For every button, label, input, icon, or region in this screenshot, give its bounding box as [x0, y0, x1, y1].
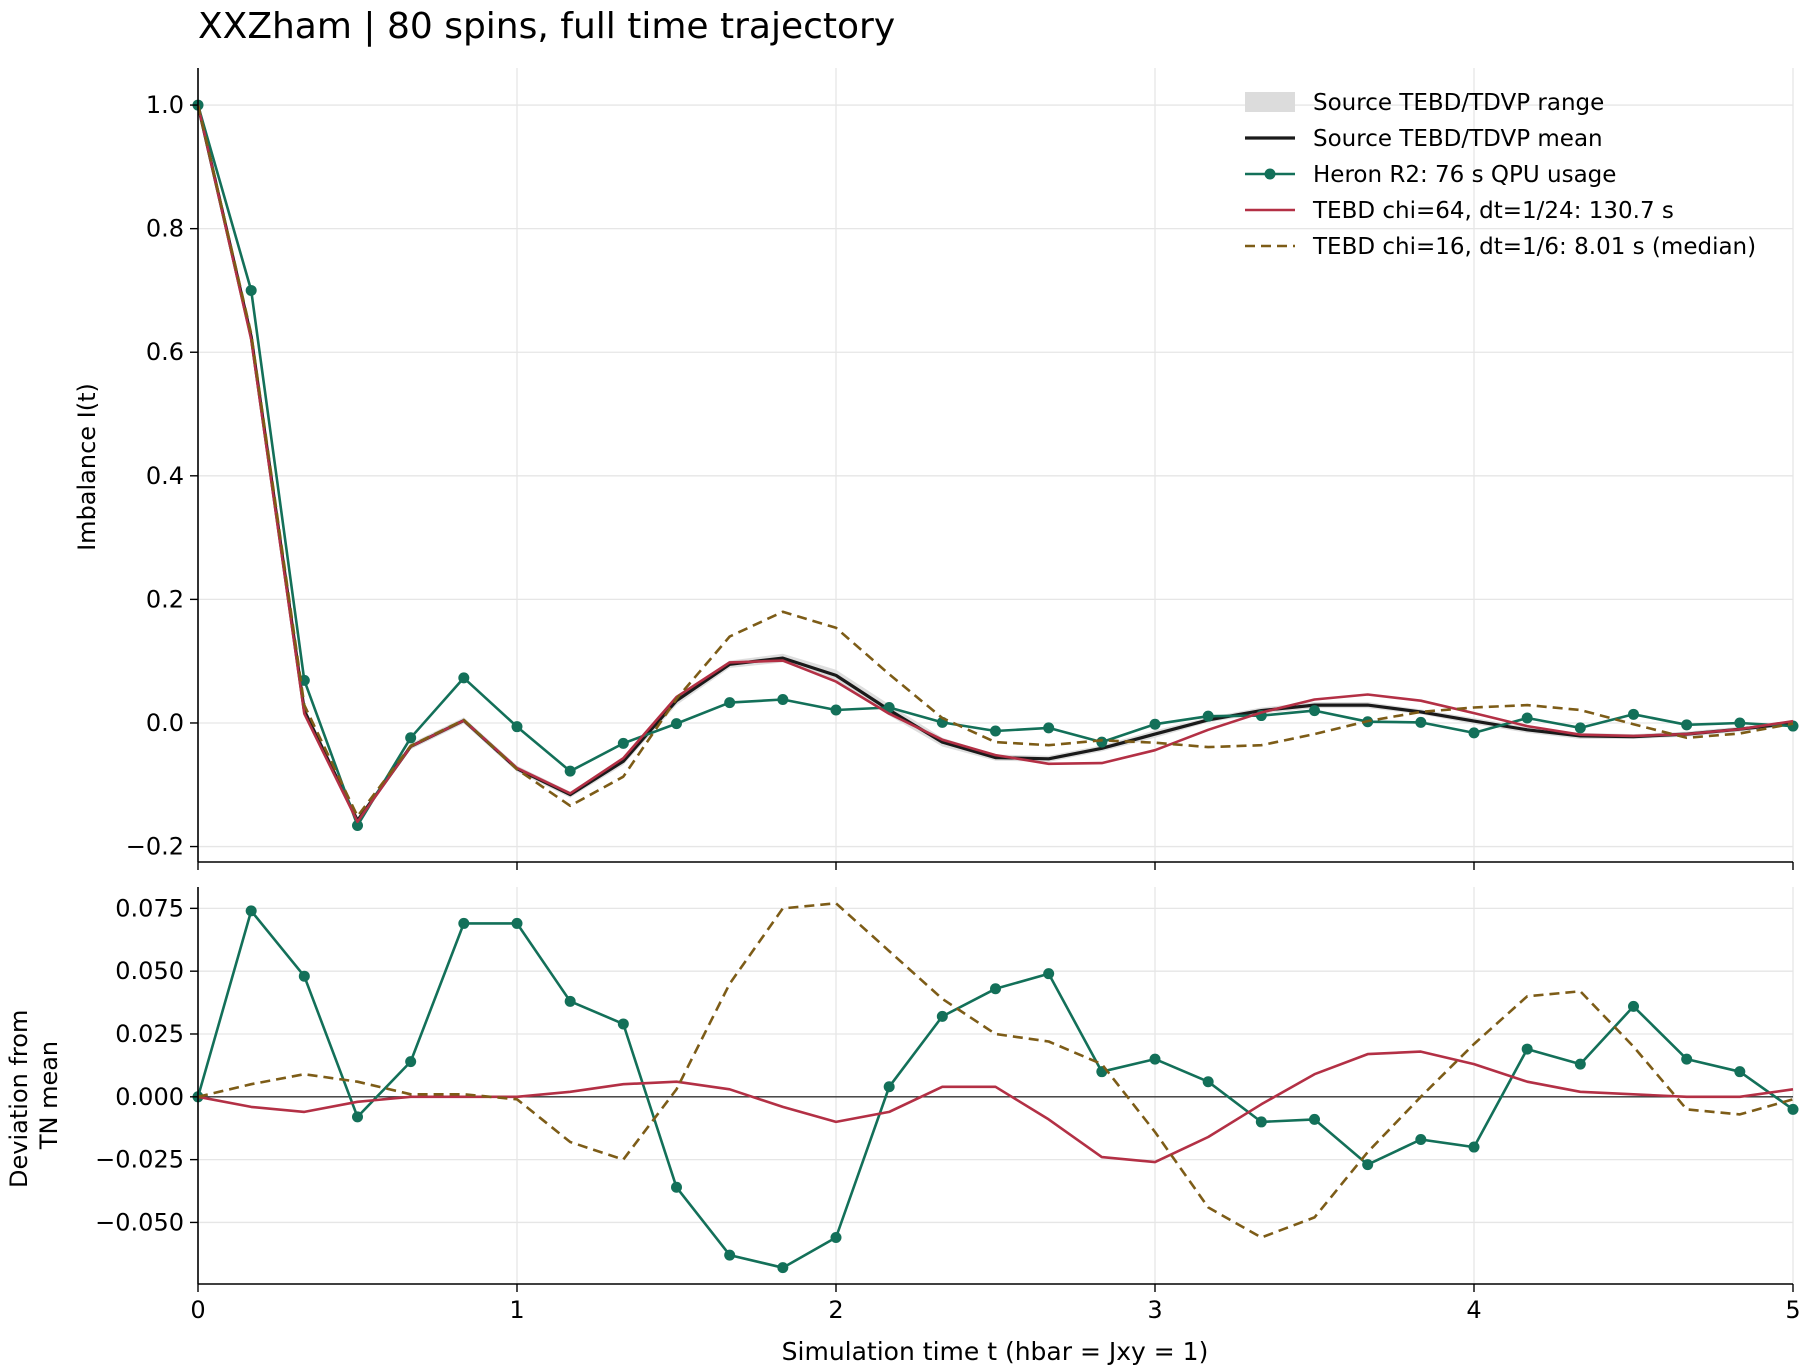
imbalance-axes: −0.2 0.0 0.2 0.4 0.6 0.8 1.0	[126, 68, 1794, 870]
deviation-point-heron-r2-76-s-qpu-usage	[990, 983, 1001, 995]
imbalance-point-heron-r2-76-s-qpu-usage	[617, 737, 629, 749]
deviation-point-heron-r2-76-s-qpu-usage	[883, 1081, 895, 1093]
imbalance-y-tick-label: 1.0	[146, 91, 184, 119]
deviation-point-heron-r2-76-s-qpu-usage	[1362, 1159, 1374, 1171]
deviation-point-heron-r2-76-s-qpu-usage	[1628, 1000, 1639, 1012]
deviation-point-heron-r2-76-s-qpu-usage	[1787, 1103, 1799, 1115]
deviation-y-tick-label: 0.075	[115, 894, 184, 922]
imbalance-point-heron-r2-76-s-qpu-usage	[724, 697, 736, 709]
imbalance-point-heron-r2-76-s-qpu-usage	[1149, 718, 1161, 730]
deviation-y-tick-label: 0.000	[115, 1083, 184, 1111]
imbalance-point-heron-r2-76-s-qpu-usage	[352, 820, 363, 832]
imbalance-y-axis-label: Imbalance I(t)	[73, 383, 101, 551]
imbalance-point-heron-r2-76-s-qpu-usage	[990, 725, 1001, 737]
deviation-point-heron-r2-76-s-qpu-usage	[1468, 1141, 1480, 1153]
deviation-point-heron-r2-76-s-qpu-usage	[564, 995, 576, 1007]
deviation-point-heron-r2-76-s-qpu-usage	[936, 1010, 948, 1022]
chart-title: XXZham | 80 spins, full time trajectory	[198, 6, 895, 47]
deviation-point-heron-r2-76-s-qpu-usage	[511, 917, 523, 929]
deviation-y-tick-label: −0.025	[95, 1146, 184, 1174]
deviation-y-tick-label: 0.025	[115, 1020, 184, 1048]
deviation-point-heron-r2-76-s-qpu-usage	[1734, 1066, 1746, 1078]
deviation-y-axis-label-line-1: Deviation from	[5, 1010, 33, 1188]
imbalance-point-heron-r2-76-s-qpu-usage	[671, 718, 682, 730]
deviation-y-tick-label: 0.050	[115, 957, 184, 985]
deviation-point-heron-r2-76-s-qpu-usage	[1574, 1058, 1586, 1070]
imbalance-point-heron-r2-76-s-qpu-usage	[1521, 712, 1533, 724]
deviation-point-heron-r2-76-s-qpu-usage	[1309, 1113, 1320, 1125]
deviation-point-heron-r2-76-s-qpu-usage	[777, 1262, 789, 1274]
deviation-point-heron-r2-76-s-qpu-usage	[1681, 1053, 1693, 1065]
imbalance-point-heron-r2-76-s-qpu-usage	[883, 702, 895, 714]
deviation-y-axis-label: Deviation from TN mean	[5, 1002, 63, 1188]
imbalance-y-tick-label: 0.4	[146, 462, 184, 490]
legend-swatch-source-tebd-tdvp-range	[1245, 92, 1295, 112]
imbalance-series-tebd-chi-16-dt-1-6-8-01-s-median	[196, 104, 1794, 818]
imbalance-point-heron-r2-76-s-qpu-usage	[1415, 716, 1427, 728]
imbalance-point-heron-r2-76-s-qpu-usage	[830, 704, 842, 716]
deviation-series-group	[192, 901, 1799, 1274]
deviation-x-tick-label: 3	[1147, 1296, 1162, 1324]
imbalance-point-heron-r2-76-s-qpu-usage	[777, 693, 789, 705]
deviation-x-tick-label: 1	[509, 1296, 524, 1324]
legend-label-source-tebd-tdvp-mean: Source TEBD/TDVP mean	[1313, 126, 1603, 152]
imbalance-point-heron-r2-76-s-qpu-usage	[1734, 717, 1746, 729]
deviation-panel: −0.050 −0.025 0.000 0.025 0.050 0.075 0 1 2 3 4 5 D…	[5, 887, 1800, 1324]
imbalance-series-group	[192, 99, 1799, 832]
deviation-series-tebd-chi-16-dt-1-6-8-01-s-median	[197, 901, 1794, 1239]
deviation-point-heron-r2-76-s-qpu-usage	[245, 905, 257, 917]
imbalance-point-heron-r2-76-s-qpu-usage	[245, 284, 257, 296]
deviation-series-tebd-chi-64-dt-1-24-130-7-s	[197, 1050, 1794, 1164]
deviation-y-tick-label: −0.050	[95, 1208, 184, 1236]
deviation-point-heron-r2-76-s-qpu-usage	[458, 917, 470, 929]
deviation-x-tick-label: 5	[1785, 1296, 1800, 1324]
deviation-axes: −0.050 −0.025 0.000 0.025 0.050 0.075 0 1 2 3 4 5	[95, 887, 1800, 1324]
imbalance-point-heron-r2-76-s-qpu-usage	[458, 672, 470, 684]
x-axis-label: Simulation time t (hbar = Jxy = 1)	[782, 1337, 1209, 1366]
deviation-y-axis-label-line-2: TN mean	[35, 1041, 63, 1150]
imbalance-y-tick-label: 0.0	[146, 709, 184, 737]
deviation-point-heron-r2-76-s-qpu-usage	[671, 1181, 682, 1193]
deviation-point-heron-r2-76-s-qpu-usage	[405, 1056, 417, 1068]
imbalance-point-heron-r2-76-s-qpu-usage	[1468, 727, 1480, 739]
deviation-point-heron-r2-76-s-qpu-usage	[830, 1232, 842, 1244]
deviation-point-heron-r2-76-s-qpu-usage	[298, 970, 310, 982]
imbalance-y-tick-label: 0.8	[146, 215, 184, 243]
deviation-point-heron-r2-76-s-qpu-usage	[1415, 1134, 1427, 1146]
deviation-point-heron-r2-76-s-qpu-usage	[1149, 1053, 1161, 1065]
deviation-point-heron-r2-76-s-qpu-usage	[1202, 1076, 1214, 1088]
imbalance-point-heron-r2-76-s-qpu-usage	[1681, 719, 1693, 731]
deviation-point-heron-r2-76-s-qpu-usage	[1255, 1116, 1267, 1128]
deviation-x-tick-label: 2	[828, 1296, 843, 1324]
deviation-point-heron-r2-76-s-qpu-usage	[1043, 968, 1055, 980]
imbalance-point-heron-r2-76-s-qpu-usage	[1096, 736, 1108, 748]
deviation-point-heron-r2-76-s-qpu-usage	[724, 1249, 736, 1261]
legend-marker-heron-r2-76-s-qpu-usage	[1264, 168, 1276, 180]
imbalance-point-heron-r2-76-s-qpu-usage	[1628, 708, 1639, 720]
deviation-point-heron-r2-76-s-qpu-usage	[352, 1111, 363, 1123]
legend: Source TEBD/TDVP range Source TEBD/TDVP m…	[1245, 90, 1756, 260]
imbalance-point-heron-r2-76-s-qpu-usage	[564, 765, 576, 777]
imbalance-panel: −0.2 0.0 0.2 0.4 0.6 0.8 1.0 Imbalance I(t) So…	[73, 68, 1799, 870]
deviation-x-tick-label: 4	[1466, 1296, 1481, 1324]
legend-label-tebd-chi-64-dt-1-24-130-7-s: TEBD chi=64, dt=1/24: 130.7 s	[1312, 198, 1674, 224]
deviation-point-heron-r2-76-s-qpu-usage	[1521, 1043, 1533, 1055]
imbalance-point-heron-r2-76-s-qpu-usage	[1202, 710, 1214, 722]
imbalance-point-heron-r2-76-s-qpu-usage	[405, 732, 417, 744]
deviation-x-tick-label: 0	[190, 1296, 205, 1324]
legend-label-source-tebd-tdvp-range: Source TEBD/TDVP range	[1313, 90, 1604, 116]
imbalance-point-heron-r2-76-s-qpu-usage	[511, 721, 523, 733]
imbalance-y-tick-label: 0.6	[146, 338, 184, 366]
deviation-point-heron-r2-76-s-qpu-usage	[617, 1018, 629, 1030]
legend-label-heron-r2-76-s-qpu-usage: Heron R2: 76 s QPU usage	[1313, 162, 1616, 188]
imbalance-y-tick-label: 0.2	[146, 585, 184, 613]
imbalance-point-heron-r2-76-s-qpu-usage	[1309, 705, 1320, 717]
imbalance-point-heron-r2-76-s-qpu-usage	[1043, 722, 1055, 734]
imbalance-point-heron-r2-76-s-qpu-usage	[1574, 722, 1586, 734]
imbalance-y-tick-label: −0.2	[126, 833, 184, 861]
legend-label-tebd-chi-16-dt-1-6-8-01-s-median: TEBD chi=16, dt=1/6: 8.01 s (median)	[1312, 234, 1756, 260]
